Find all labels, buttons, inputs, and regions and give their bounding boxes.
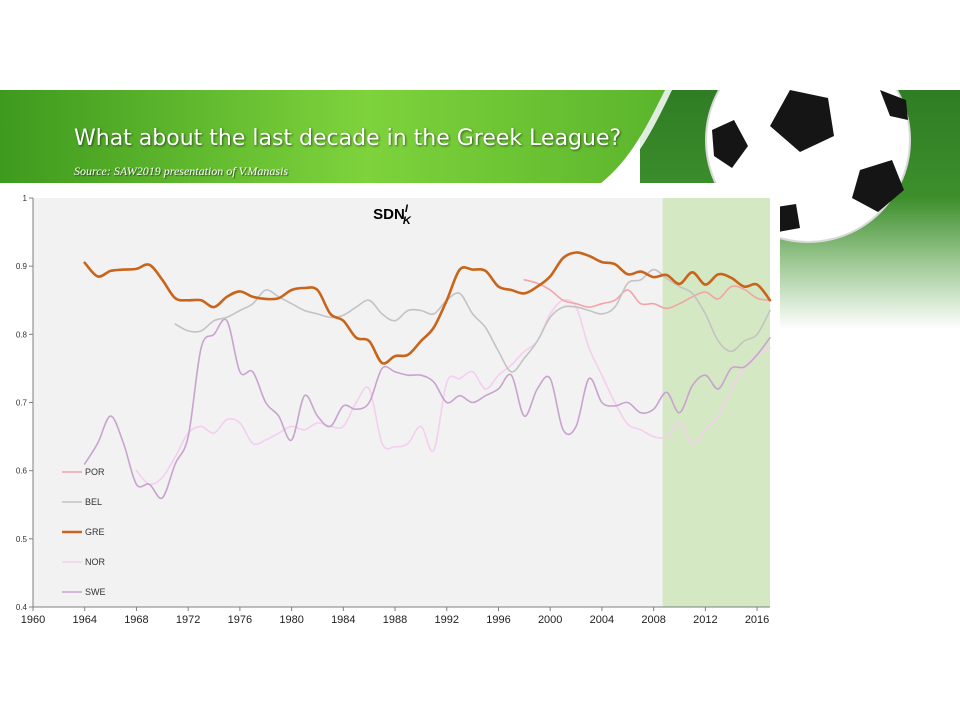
chart-title: SDNI K <box>373 203 412 227</box>
x-tick-label: 1964 <box>72 614 96 626</box>
x-tick-label: 1996 <box>486 614 510 626</box>
series-line-nor <box>135 298 771 486</box>
x-tick-label: 1960 <box>21 614 45 626</box>
y-tick-label: 0.9 <box>16 262 28 271</box>
x-tick-label: 2012 <box>693 614 717 626</box>
axes: 0.4 0.5 0.6 0.7 0.8 0.9 1 1960 1964 1968 1972 1976 1… <box>16 194 770 626</box>
green-title-bar <box>0 90 665 184</box>
x-tick-label: 2008 <box>641 614 665 626</box>
x-tick-label: 2016 <box>745 614 769 626</box>
legend-label-nor: NOR <box>85 557 106 567</box>
series-line-gre <box>83 251 772 365</box>
y-tick-label: 1 <box>23 194 28 203</box>
x-tick-label: 2000 <box>538 614 562 626</box>
legend-label-gre: GRE <box>85 527 105 537</box>
x-tick-label: 1968 <box>124 614 148 626</box>
legend: POR BEL GRE NOR SWE <box>62 467 106 597</box>
legend-label-bel: BEL <box>85 497 102 507</box>
y-tick-label: 0.5 <box>16 535 28 544</box>
x-tick-label: 1984 <box>331 614 355 626</box>
series-line-bel <box>174 268 771 373</box>
legend-label-swe: SWE <box>85 587 106 597</box>
legend-label-por: POR <box>85 467 105 477</box>
series-line-swe <box>83 318 771 500</box>
x-tick-label: 1980 <box>279 614 303 626</box>
x-tick-label: 1992 <box>435 614 459 626</box>
y-tick-label: 0.4 <box>16 603 28 612</box>
plot-area <box>33 198 770 607</box>
highlight-band <box>662 198 770 607</box>
x-tick-label: 2004 <box>590 614 614 626</box>
source-caption: Source: SAW2019 presentation of V.Manasi… <box>74 164 289 178</box>
header-banner <box>0 90 960 330</box>
slide-title: What about the last decade in the Greek … <box>74 126 622 151</box>
series-line-por <box>523 279 771 310</box>
x-tick-label: 1988 <box>383 614 407 626</box>
x-tick-label: 1976 <box>228 614 252 626</box>
series-lines <box>83 251 772 500</box>
line-chart: 0.4 0.5 0.6 0.7 0.8 0.9 1 1960 1964 1968 1972 1976 1… <box>0 183 780 631</box>
y-tick-label: 0.8 <box>16 330 28 339</box>
y-tick-label: 0.7 <box>16 399 28 408</box>
x-tick-label: 1972 <box>176 614 200 626</box>
y-tick-label: 0.6 <box>16 467 28 476</box>
